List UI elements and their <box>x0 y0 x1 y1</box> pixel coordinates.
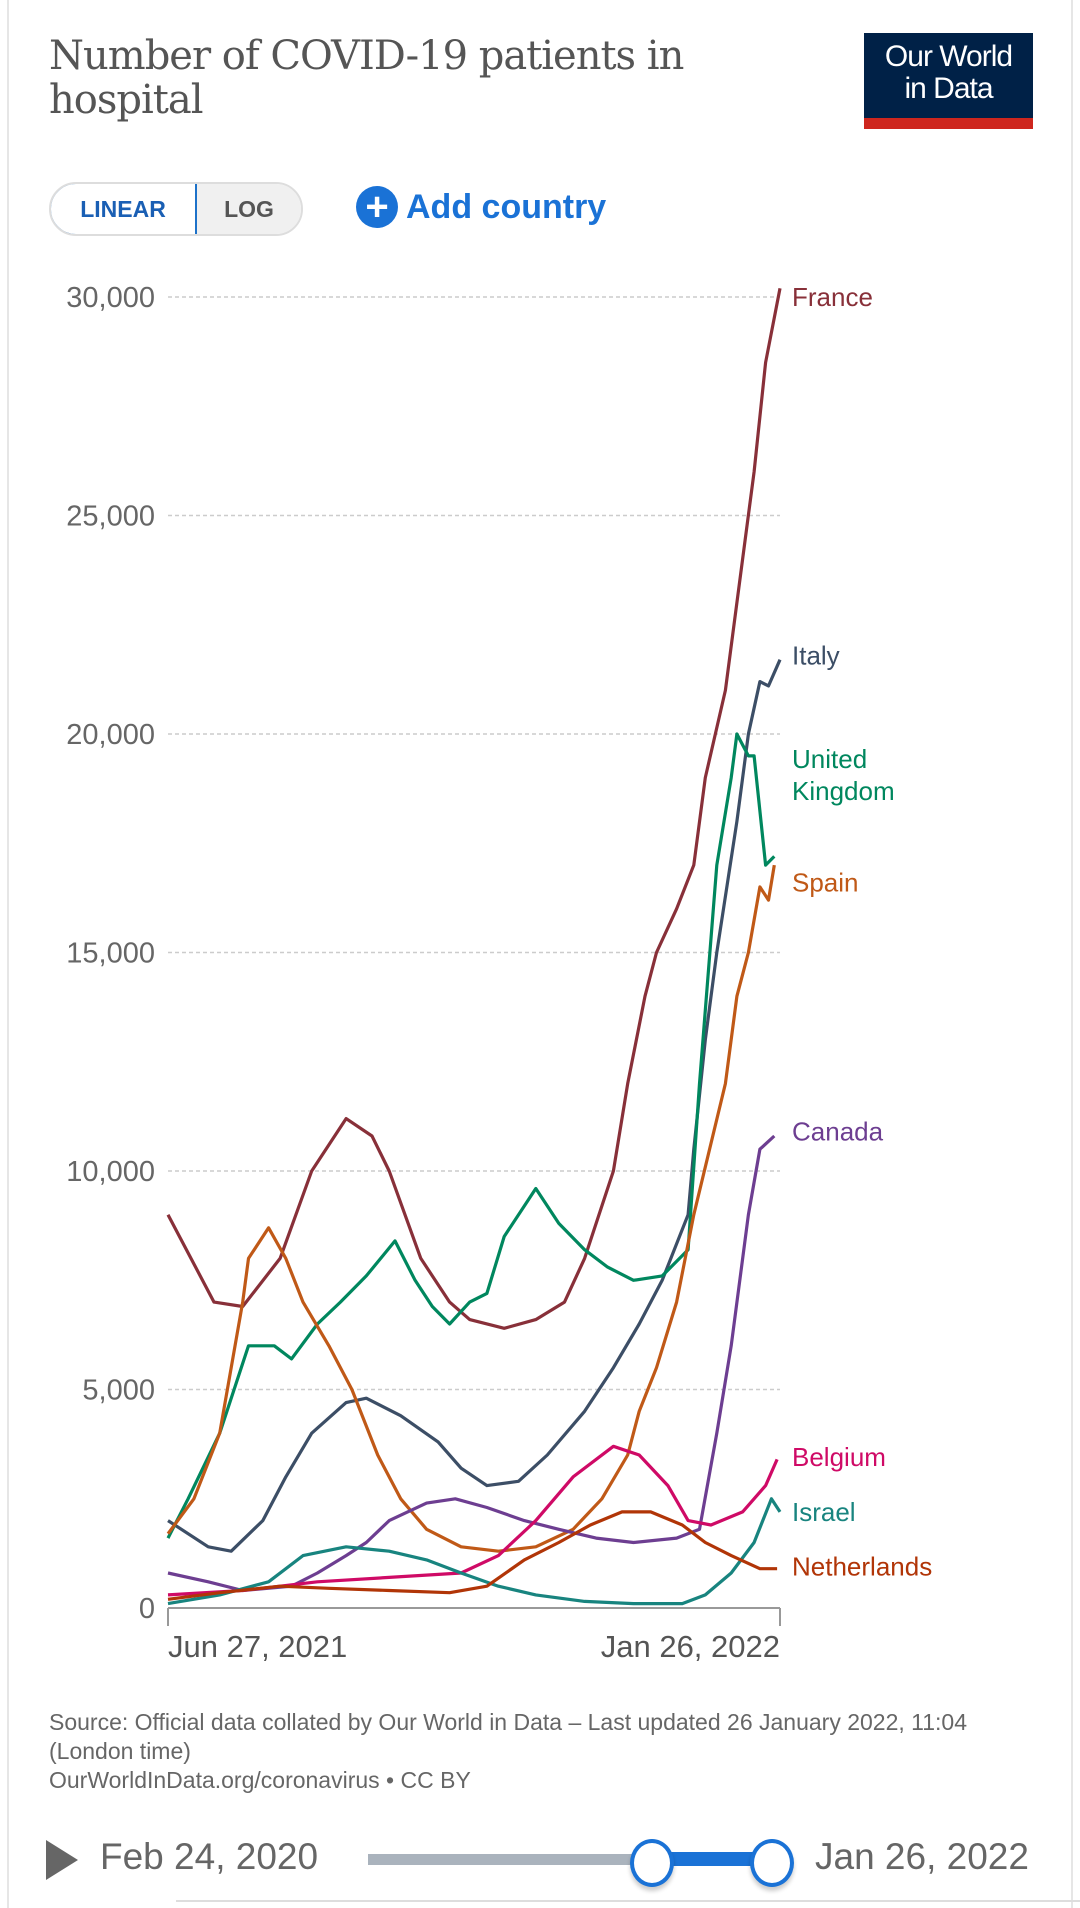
series-label: Spain <box>792 868 859 898</box>
source-note: Source: Official data collated by Our Wo… <box>49 1708 1009 1795</box>
logo-line-1: Our World <box>884 40 1013 73</box>
y-tick-label: 25,000 <box>66 501 155 533</box>
owid-logo[interactable]: Our World in Data <box>864 33 1033 129</box>
license-link[interactable]: OurWorldInData.org/coronavirus • CC BY <box>49 1767 471 1793</box>
x-tick-label: Jan 26, 2022 <box>601 1629 780 1664</box>
y-tick-label: 0 <box>139 1593 155 1625</box>
play-icon[interactable] <box>46 1840 78 1880</box>
timeline-track[interactable] <box>368 1854 658 1865</box>
scale-toggle[interactable]: LINEAR LOG <box>49 182 303 236</box>
series-label-text: Spain <box>792 868 859 898</box>
series-label: Belgium <box>792 1442 886 1472</box>
series-label-text: Canada <box>792 1117 884 1147</box>
series-label-text: Belgium <box>792 1442 886 1472</box>
logo-line-2: in Data <box>904 72 993 105</box>
chart-title: Number of COVID-19 patients in hospital <box>49 33 684 123</box>
timeline-selected-range[interactable] <box>650 1852 770 1866</box>
series-line-italy <box>167 659 782 1553</box>
log-scale-button[interactable]: LOG <box>197 184 301 234</box>
y-tick-label: 5,000 <box>82 1375 155 1407</box>
source-text: Source: Official data collated by Our Wo… <box>49 1709 968 1764</box>
series-line-spain <box>166 864 776 1553</box>
timeline-end-date: Jan 26, 2022 <box>815 1836 1029 1877</box>
series-label-text: France <box>792 282 873 312</box>
linear-scale-button[interactable]: LINEAR <box>51 184 197 234</box>
series-line-france <box>166 287 782 1330</box>
series-line-canada <box>167 1134 776 1593</box>
y-tick-label: 30,000 <box>66 282 155 314</box>
series-line-united-kingdom <box>166 732 776 1539</box>
plus-circle-icon: + <box>356 186 398 228</box>
series-label: France <box>792 282 873 312</box>
y-tick-label: 20,000 <box>66 719 155 751</box>
timeline-start-date: Feb 24, 2020 <box>100 1836 319 1877</box>
series-line-israel <box>167 1497 782 1606</box>
add-country-button[interactable]: + Add country <box>356 186 606 228</box>
line-chart: 0 5,000 10,000 15,000 20,000 25,000 30,000 Jun … <box>66 282 932 1664</box>
card-frame <box>7 0 1073 1908</box>
timeline-end-handle[interactable] <box>750 1839 794 1887</box>
y-tick-label: 10,000 <box>66 1156 155 1188</box>
logo-red-bar <box>864 118 1033 129</box>
series-label-text: Kingdom <box>792 776 895 806</box>
series-label: United Kingdom <box>792 744 895 806</box>
series-label-text: Netherlands <box>792 1551 932 1581</box>
add-country-label: Add country <box>406 187 607 226</box>
series-line-belgium <box>167 1444 779 1597</box>
series-label: Italy <box>792 640 840 670</box>
series-label: Israel <box>792 1497 856 1527</box>
divider <box>176 1900 1080 1902</box>
series-label-text: United <box>792 744 867 774</box>
series-label: Canada <box>792 1117 884 1147</box>
x-tick-label: Jun 27, 2021 <box>168 1629 347 1664</box>
series-line-netherlands <box>167 1510 778 1601</box>
y-tick-label: 15,000 <box>66 938 155 970</box>
series-label-text: Italy <box>792 640 840 670</box>
series-label: Netherlands <box>792 1551 932 1581</box>
timeline-start-handle[interactable] <box>630 1839 674 1887</box>
series-label-text: Israel <box>792 1497 856 1527</box>
